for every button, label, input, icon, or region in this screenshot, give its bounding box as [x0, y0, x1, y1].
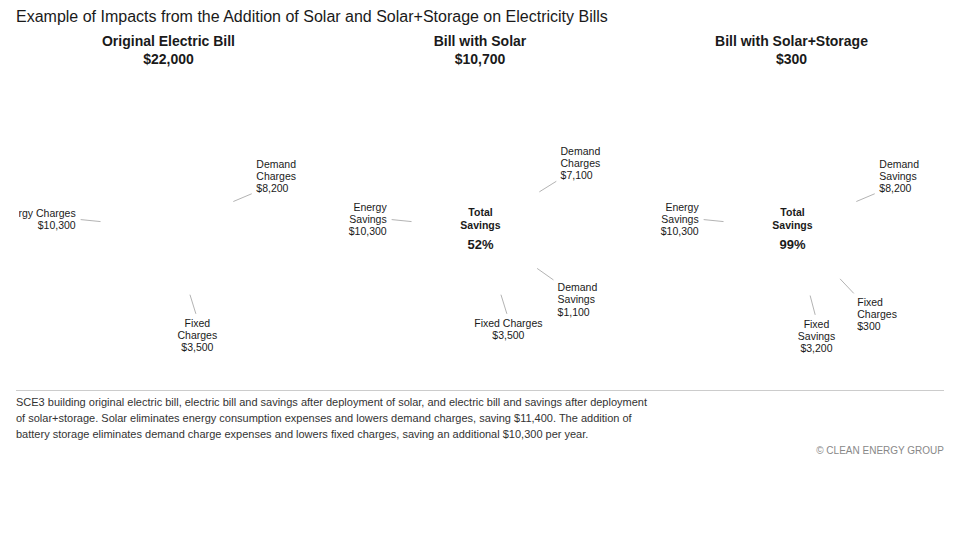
- html-text:$300: $300: [775, 51, 808, 68]
- svg-text:DemandCharges$8,200: DemandCharges$8,200: [256, 158, 296, 194]
- svg-text:DemandSavings$8,200: DemandSavings$8,200: [879, 158, 919, 194]
- html-text:Bill with Solar: Bill with Solar: [433, 33, 527, 49]
- svg-text:99%: 99%: [779, 237, 805, 252]
- html-text:SCE3 building original electri: SCE3 building original electric bill, el…: [16, 396, 647, 441]
- svg-text:FixedSavings$3,200: FixedSavings$3,200: [797, 319, 834, 355]
- html-text:© CLEAN ENERGY GROUP: © CLEAN ENERGY GROUP: [816, 445, 944, 457]
- svg-text:FixedCharges$300: FixedCharges$300: [857, 296, 897, 332]
- svg-text:Fixed Charges$3,500: Fixed Charges$3,500: [474, 318, 542, 342]
- svg-text:TotalSavings: TotalSavings: [772, 207, 812, 232]
- html-text:$10,700: $10,700: [454, 51, 506, 68]
- html-text:Original Electric Bill: Original Electric Bill: [102, 33, 235, 49]
- svg-text:EnergySavings$10,300: EnergySavings$10,300: [349, 201, 388, 237]
- html-text:Bill with Solar+Storage: Bill with Solar+Storage: [715, 33, 868, 49]
- html-text:Example of Impacts from the Ad: Example of Impacts from the Addition of …: [16, 8, 608, 25]
- svg-text:52%: 52%: [467, 237, 493, 252]
- svg-text:DemandCharges$7,100: DemandCharges$7,100: [561, 145, 601, 181]
- svg-text:EnergySavings$10,300: EnergySavings$10,300: [660, 201, 699, 237]
- svg-text:TotalSavings: TotalSavings: [460, 207, 500, 232]
- svg-text:DemandSavings$1,100: DemandSavings$1,100: [558, 282, 598, 318]
- svg-text:Energy Charges$10,300: Energy Charges$10,300: [19, 207, 76, 231]
- html-text:$22,000: $22,000: [143, 51, 194, 68]
- svg-text:FixedCharges$3,500: FixedCharges$3,500: [177, 318, 217, 354]
